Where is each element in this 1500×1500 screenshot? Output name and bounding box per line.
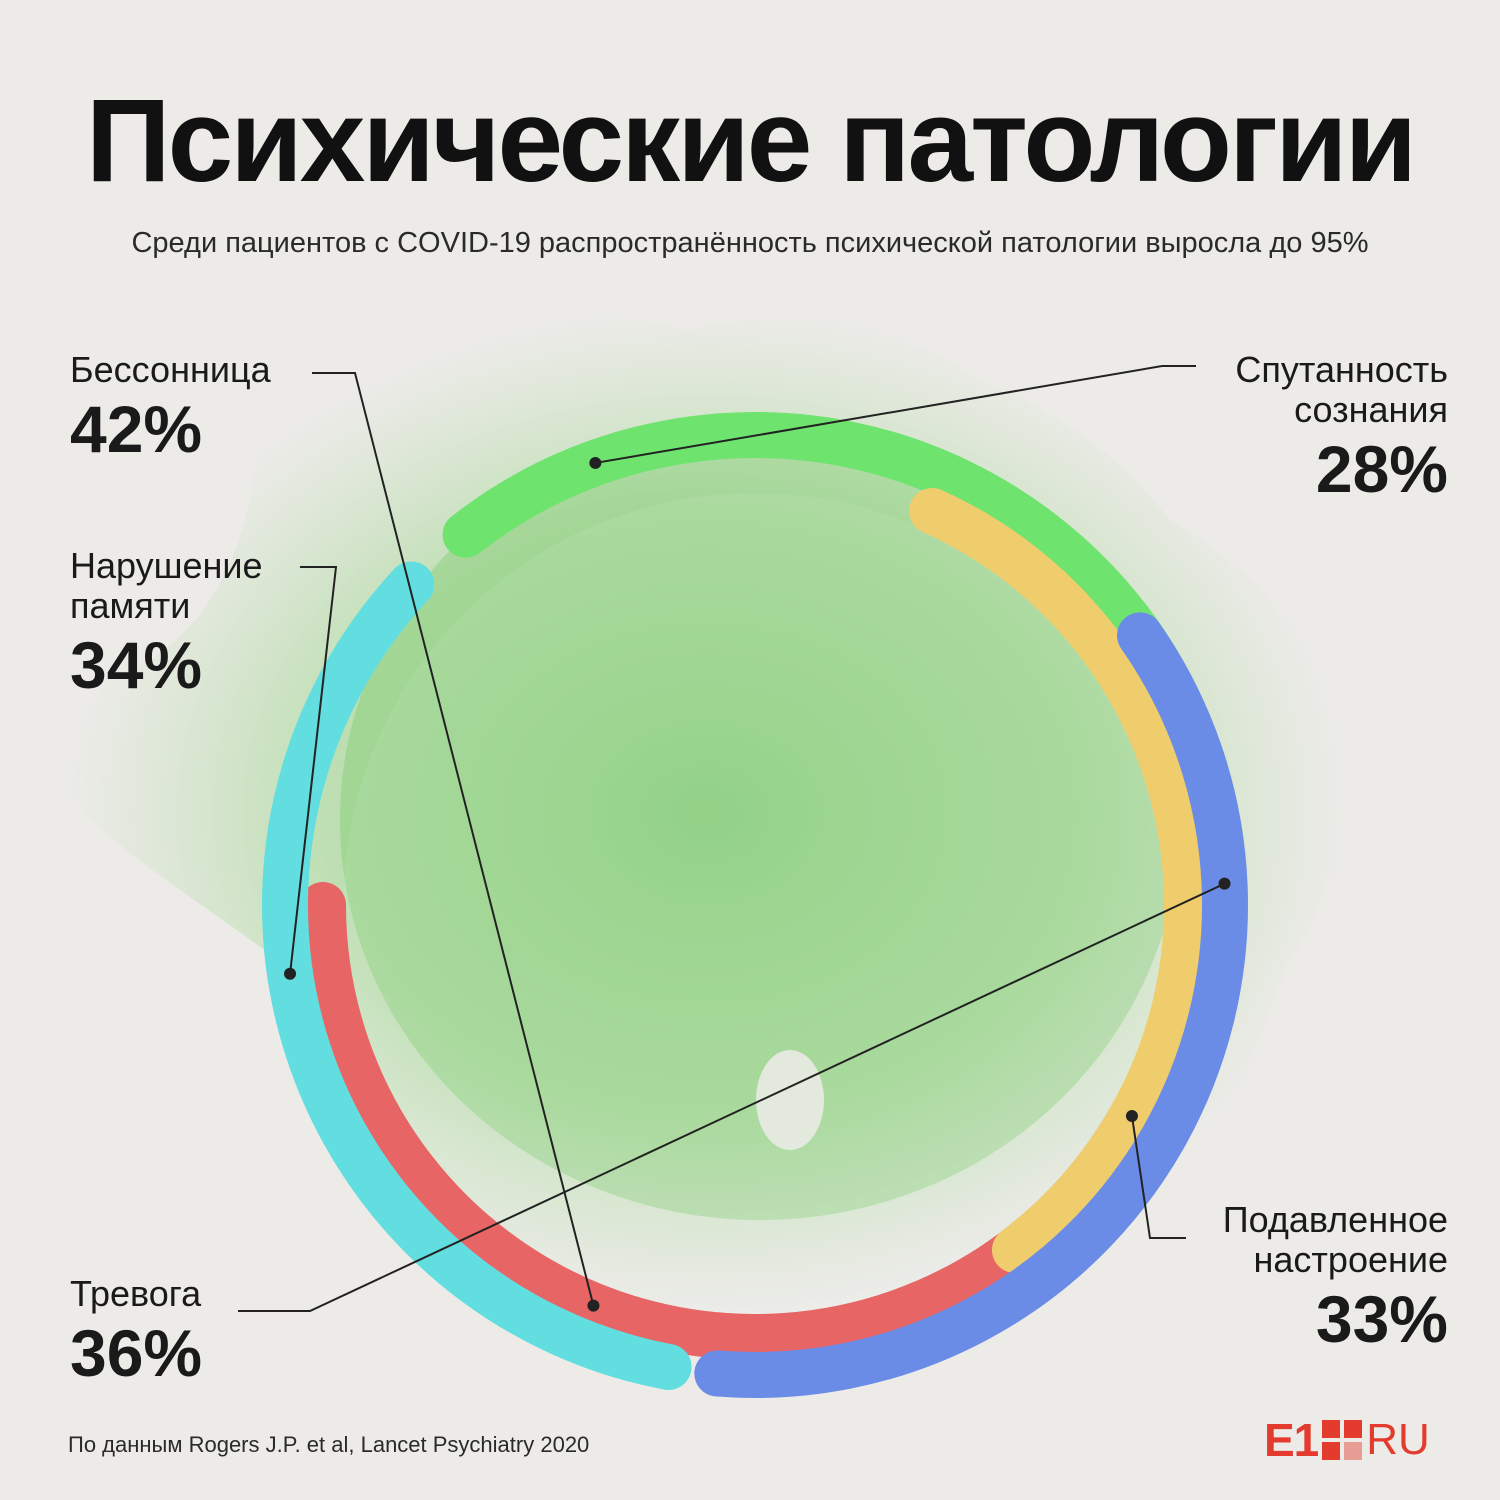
logo-mark-icon: [1322, 1420, 1363, 1460]
logo-e1-text: E1: [1264, 1414, 1319, 1466]
leader-line-confusion: [595, 365, 1196, 464]
label-memory: Нарушение памяти 34%: [70, 545, 263, 703]
leader-dot-insomnia: [587, 1299, 600, 1312]
label-anxiety-name: Тревога: [70, 1273, 202, 1314]
leader-line-depression: [1130, 1115, 1186, 1239]
label-insomnia-value: 42%: [70, 392, 203, 466]
leader-line-anxiety: [238, 882, 1225, 1312]
label-insomnia-name: Бессонница: [70, 349, 271, 390]
watercolor-light-spot: [756, 1050, 824, 1150]
label-memory-name: Нарушение памяти: [70, 545, 263, 626]
leader-dot-memory: [284, 967, 297, 980]
e1-logo[interactable]: E1 RU: [1264, 1414, 1450, 1466]
leader-dot-confusion: [589, 456, 602, 469]
label-depression: Подавленное настроение 33%: [1222, 1199, 1448, 1357]
page-title: Психические патологии: [85, 75, 1417, 207]
label-confusion: Спутанность сознания 28%: [1235, 349, 1448, 507]
label-depression-name: Подавленное настроение: [1222, 1199, 1448, 1280]
label-memory-value: 34%: [70, 628, 203, 702]
leader-dot-depression: [1125, 1110, 1138, 1123]
inner-glass-circle: [343, 493, 1167, 1317]
logo-ru-text: RU: [1366, 1415, 1430, 1464]
label-insomnia: Бессонница 42%: [70, 349, 271, 467]
label-anxiety: Тревога 36%: [70, 1273, 203, 1391]
leader-dot-anxiety: [1218, 877, 1231, 890]
watercolor-core: [340, 420, 1180, 1220]
leader-line-insomnia: [312, 372, 595, 1306]
ring-arc-memory: [262, 561, 692, 1390]
page-subtitle: Среди пациентов с COVID-19 распространён…: [131, 227, 1369, 259]
label-confusion-value: 28%: [1315, 432, 1448, 506]
label-anxiety-value: 36%: [70, 1316, 203, 1390]
ring-arc-anxiety: [694, 612, 1248, 1398]
ring-arc-confusion: [442, 412, 1197, 714]
ring-arc-depression: [909, 487, 1210, 1274]
label-depression-value: 33%: [1315, 1282, 1448, 1356]
source-note: По данным Rogers J.P. et al, Lancet Psyc…: [68, 1432, 590, 1457]
leader-line-memory: [289, 566, 338, 974]
label-confusion-name: Спутанность сознания: [1235, 349, 1448, 430]
